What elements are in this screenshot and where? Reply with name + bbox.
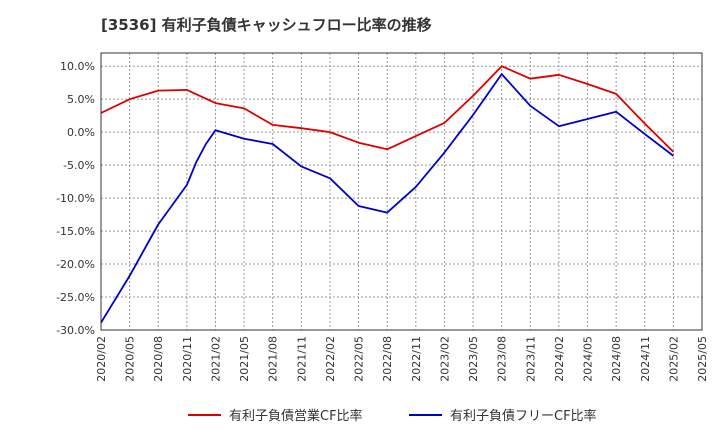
x-tick-label: 2022/11 xyxy=(410,336,423,382)
x-tick-label: 2020/05 xyxy=(124,336,137,382)
x-tick-label: 2024/05 xyxy=(582,336,595,382)
x-tick-label: 2021/05 xyxy=(238,336,251,382)
x-tick-label: 2022/05 xyxy=(353,336,366,382)
x-tick-label: 2025/02 xyxy=(667,336,680,382)
legend-label-2: 有利子負債フリーCF比率 xyxy=(450,408,597,424)
x-axis-ticks: 2020/02 2020/05 2020/08 2020/11 2021/02 2021/… xyxy=(95,336,709,382)
x-tick-label: 2020/11 xyxy=(181,336,194,382)
x-tick-label: 2023/11 xyxy=(524,336,537,382)
x-tick-label: 2020/08 xyxy=(152,336,165,382)
y-tick-label: -10.0% xyxy=(56,192,95,205)
y-tick-label: -15.0% xyxy=(56,225,95,238)
x-tick-label: 2024/08 xyxy=(610,336,623,382)
grid xyxy=(100,53,703,331)
legend: 有利子負債営業CF比率 有利子負債フリーCF比率 xyxy=(188,408,597,424)
chart-title: [3536] 有利子負債キャッシュフロー比率の推移 xyxy=(101,16,432,34)
series-line-2 xyxy=(100,73,674,324)
y-tick-label: -30.0% xyxy=(56,324,95,337)
x-tick-label: 2023/08 xyxy=(496,336,509,382)
x-tick-label: 2022/08 xyxy=(381,336,394,382)
legend-label-1: 有利子負債営業CF比率 xyxy=(229,408,363,424)
y-tick-label: -20.0% xyxy=(56,258,95,271)
series-lines xyxy=(100,65,675,324)
x-tick-label: 2025/05 xyxy=(696,336,709,382)
x-tick-label: 2024/11 xyxy=(639,336,652,382)
series-line-1 xyxy=(100,65,675,153)
y-tick-label: 5.0% xyxy=(67,93,95,106)
y-tick-label: -25.0% xyxy=(56,291,95,304)
x-tick-label: 2021/08 xyxy=(267,336,280,382)
y-axis-ticks: 10.0% 5.0% 0.0% -5.0% -10.0% -15.0% -20.0% -25.… xyxy=(56,60,95,337)
x-tick-label: 2022/02 xyxy=(324,336,337,382)
x-tick-label: 2024/02 xyxy=(553,336,566,382)
x-tick-label: 2021/11 xyxy=(295,336,308,382)
x-tick-label: 2020/02 xyxy=(95,336,108,382)
x-tick-label: 2023/02 xyxy=(438,336,451,382)
y-tick-label: 0.0% xyxy=(67,126,95,139)
x-tick-label: 2023/05 xyxy=(467,336,480,382)
y-tick-label: -5.0% xyxy=(63,159,95,172)
y-tick-label: 10.0% xyxy=(60,60,95,73)
x-tick-label: 2021/02 xyxy=(209,336,222,382)
plot-frame xyxy=(100,52,703,331)
